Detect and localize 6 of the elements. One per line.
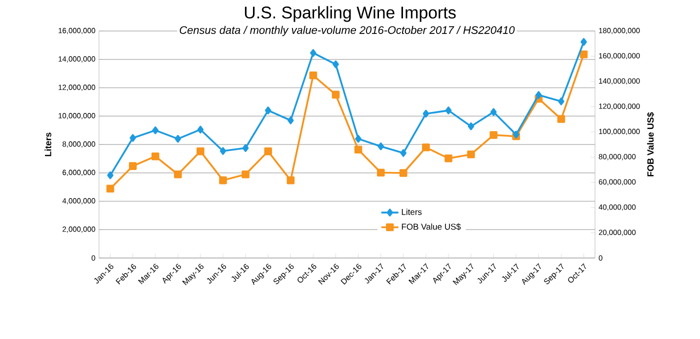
chart-subtitle: Census data / monthly value-volume 2016-October 2017 / HS220410: [180, 26, 515, 36]
legend-label: FOB Value US$: [402, 223, 461, 230]
chart-title: U.S. Sparkling Wine Imports: [244, 6, 456, 22]
y2-axis-title: FOB Value US$: [646, 112, 654, 176]
y-axis-title: Liters: [44, 132, 52, 156]
legend-label: Liters: [402, 208, 422, 215]
